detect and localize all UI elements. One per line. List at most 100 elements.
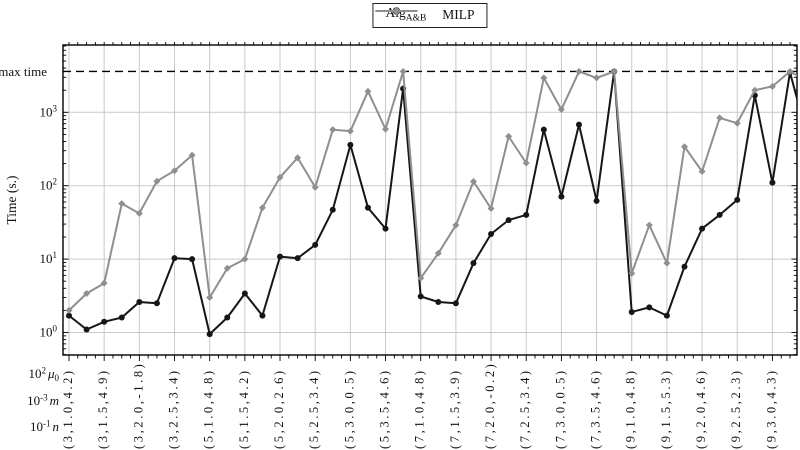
data-point: [435, 299, 442, 306]
data-point: [311, 183, 319, 191]
data-point: [699, 225, 706, 232]
data-point: [628, 269, 636, 277]
data-point: [277, 253, 284, 260]
data-point: [733, 119, 741, 127]
x-tick-label: (3,2.0,-1.8): [131, 362, 145, 449]
data-point: [646, 304, 653, 311]
y-axis-title: Time (s.): [4, 175, 19, 224]
data-point: [768, 82, 776, 90]
data-point: [769, 179, 776, 186]
x-tick-label: (7,1.0,4.8): [413, 368, 427, 449]
gridlines: [63, 45, 797, 355]
data-point: [171, 167, 179, 175]
data-point: [347, 141, 354, 148]
data-point: [663, 259, 671, 267]
x-tick-label: (7,1.5,3.9): [448, 368, 462, 449]
data-point: [558, 193, 565, 200]
data-point: [241, 290, 248, 297]
data-point: [153, 177, 161, 185]
data-point: [258, 204, 266, 212]
data-point: [452, 221, 460, 229]
y-tick-label: 102: [40, 177, 58, 193]
x-tick-label: (9,2.0,4.6): [694, 368, 708, 449]
x-tick-label: (5,3.5,4.6): [378, 368, 392, 449]
data-point: [153, 300, 160, 307]
x-tick-label: (7,2.0,-0.2): [483, 362, 497, 449]
data-point: [488, 230, 495, 237]
data-point: [593, 74, 601, 82]
data-point: [434, 249, 442, 257]
data-point: [540, 126, 547, 133]
x-tick-label: (5,2.0,2.6): [272, 368, 286, 449]
data-point: [101, 318, 108, 325]
data-point: [364, 204, 371, 211]
data-point: [469, 178, 477, 186]
series-algab: [66, 68, 797, 338]
data-point: [716, 114, 724, 122]
data-point: [575, 121, 582, 128]
x-tick-label: (9,1.5,5.3): [659, 368, 673, 449]
data-point: [470, 260, 477, 267]
plot-border: [62, 44, 798, 356]
data-point: [171, 255, 178, 262]
data-point: [417, 274, 425, 282]
y-tick-label: 101: [40, 250, 58, 266]
data-point: [417, 293, 424, 300]
data-point: [575, 67, 583, 75]
data-point: [312, 241, 319, 248]
x-tick-label: (3,1.0,4.2): [61, 368, 75, 449]
data-point: [100, 279, 108, 287]
x-tick-label: (9,2.5,2.3): [729, 368, 743, 449]
data-point: [522, 159, 530, 167]
y-tick-label: 103: [40, 103, 58, 119]
legend-item-milp: MILP: [375, 6, 475, 23]
data-point: [276, 173, 284, 181]
data-point: [259, 312, 266, 319]
data-point: [645, 221, 653, 229]
data-point: [681, 263, 688, 270]
x-tick-label: (3,2.5,3.4): [167, 368, 181, 449]
x-tick-label: (5,1.5,4.2): [237, 368, 251, 449]
x-tick-label: (7,3.5,4.6): [589, 368, 603, 449]
data-point: [65, 306, 73, 314]
data-point: [364, 87, 372, 95]
x-tick-label: (3,1.5,4.9): [96, 368, 110, 449]
max-time-label: max time: [0, 64, 47, 79]
data-point: [223, 264, 231, 272]
data-point: [294, 154, 302, 162]
data-point: [382, 225, 389, 232]
data-point: [734, 196, 741, 203]
data-point: [663, 312, 670, 319]
data-point: [523, 211, 530, 218]
x-tick-label: (7,2.5,3.4): [518, 368, 532, 449]
data-point: [83, 326, 90, 333]
x-tick-label: (7,3.0,0.5): [553, 368, 567, 449]
data-point: [241, 255, 249, 263]
legend-line-diamond-icon: [375, 6, 418, 16]
axis-ticks: [63, 42, 797, 361]
data-point: [452, 300, 459, 307]
data-point: [118, 314, 125, 321]
x-axis-key-row: 10-3 m: [27, 393, 59, 409]
data-point: [751, 86, 759, 94]
legend-label-milp: MILP: [442, 7, 475, 23]
data-point: [329, 126, 337, 134]
data-point: [294, 255, 301, 262]
legend: AlgA&B MILP: [372, 3, 488, 29]
data-point: [593, 197, 600, 204]
legend-label-algab-subscript: A&B: [405, 13, 427, 24]
x-axis-key-row: 10-1 n: [30, 419, 59, 435]
data-point: [680, 143, 688, 151]
data-point: [118, 200, 126, 208]
data-point: [786, 67, 794, 75]
y-tick-label: 100: [40, 324, 58, 340]
axis-labels: 100 101 102 103 max time Time (s.) (3,1.0,4.2)…: [0, 64, 778, 449]
data-point: [505, 217, 512, 224]
series-milp: [65, 67, 797, 314]
data-point: [206, 293, 214, 301]
data-point: [610, 67, 618, 75]
data-point: [628, 309, 635, 316]
data-point: [66, 312, 72, 319]
x-tick-label: (9,1.0,4.8): [624, 368, 638, 449]
